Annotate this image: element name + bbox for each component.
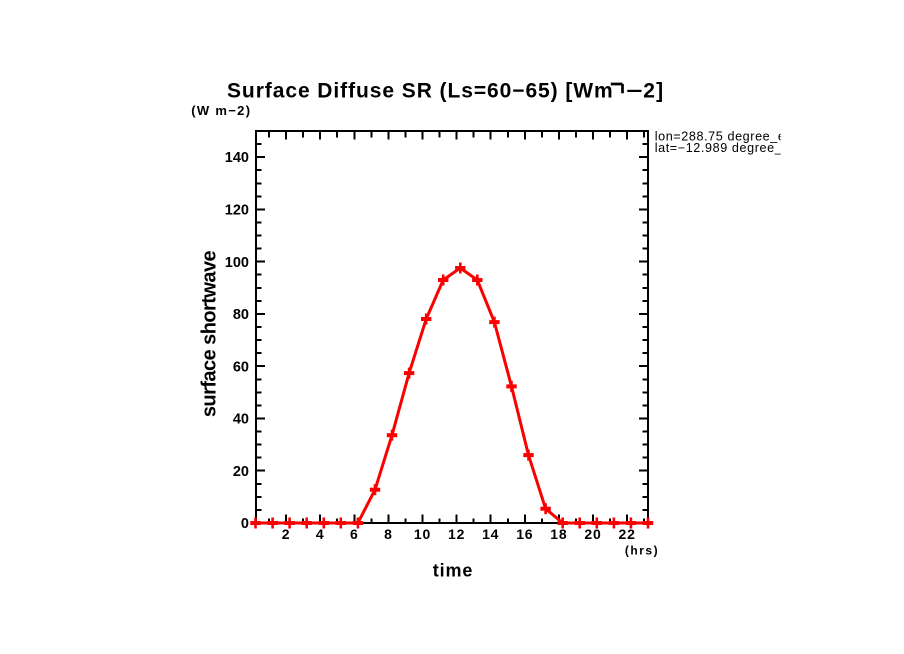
svg-text:22: 22 [619, 526, 636, 542]
svg-text:60: 60 [233, 359, 249, 375]
svg-text:surface shortwave: surface shortwave [199, 250, 221, 417]
svg-text:Surface Diffuse SR (Ls=60−65): Surface Diffuse SR (Ls=60−65) [Wm [227, 80, 614, 103]
svg-text:4: 4 [316, 526, 325, 542]
svg-text:(hrs): (hrs) [625, 544, 659, 558]
svg-text:(W m−2): (W m−2) [191, 103, 251, 118]
svg-text:6: 6 [350, 526, 359, 542]
svg-text:lat=−12.989 degree_north: lat=−12.989 degree_north [655, 141, 814, 155]
svg-text:10: 10 [414, 526, 431, 542]
svg-text:lon=288.75 degree_east: lon=288.75 degree_east [655, 129, 804, 143]
svg-text:time: time [433, 560, 473, 580]
svg-text:16: 16 [516, 526, 533, 542]
svg-text:12: 12 [448, 526, 465, 542]
svg-text:14: 14 [482, 526, 499, 542]
svg-text:18: 18 [550, 526, 567, 542]
svg-text:120: 120 [225, 203, 249, 219]
svg-text:80: 80 [233, 307, 249, 323]
svg-text:2: 2 [282, 526, 291, 542]
svg-text:20: 20 [233, 464, 249, 480]
svg-text:8: 8 [384, 526, 393, 542]
svg-text:40: 40 [233, 412, 249, 428]
svg-text:0: 0 [241, 516, 249, 532]
svg-text:2]: 2] [643, 80, 664, 103]
svg-text:20: 20 [584, 526, 601, 542]
svg-text:100: 100 [225, 255, 249, 271]
svg-text:140: 140 [225, 150, 249, 166]
